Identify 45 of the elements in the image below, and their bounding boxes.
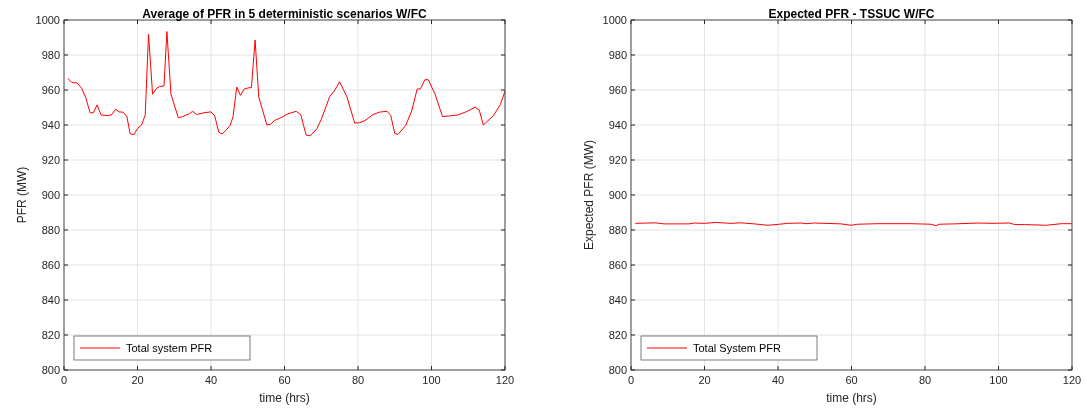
y-axis-title: PFR (MW) <box>15 166 29 224</box>
y-tick-label: 840 <box>608 293 627 306</box>
y-tick-label: 860 <box>41 258 60 271</box>
y-tick-label: 1000 <box>602 13 627 26</box>
x-tick-label: 60 <box>278 374 291 386</box>
chart-title: Average of PFR in 5 deterministic scenarios W/FC <box>142 7 427 21</box>
x-tick-label: 80 <box>351 374 365 386</box>
y-tick-label: 920 <box>608 153 627 166</box>
y-tick-label: 940 <box>608 118 627 131</box>
legend-label: Total System PFR <box>693 341 782 354</box>
x-tick-label: 0 <box>60 374 68 386</box>
y-tick-label: 840 <box>41 293 60 306</box>
y-tick-label: 1000 <box>35 13 60 26</box>
legend-label: Total system PFR <box>126 341 213 354</box>
y-tick-label: 960 <box>41 83 60 96</box>
y-tick-label: 820 <box>41 328 60 341</box>
x-tick-label: 20 <box>131 374 144 386</box>
line-series <box>67 31 505 137</box>
y-tick-label: 920 <box>41 153 60 166</box>
x-tick-label: 20 <box>698 374 711 386</box>
y-tick-label: 980 <box>41 48 60 61</box>
x-tick-label: 40 <box>771 374 785 386</box>
y-tick-label: 960 <box>608 83 627 96</box>
y-tick-label: 900 <box>41 188 60 201</box>
x-tick-label: 0 <box>627 374 635 386</box>
chart-title: Expected PFR - TSSUC W/FC <box>768 7 935 21</box>
y-tick-label: 800 <box>608 363 627 376</box>
x-tick-label: 120 <box>1062 374 1082 386</box>
x-tick-label: 40 <box>204 374 218 386</box>
x-tick-label: 60 <box>845 374 858 386</box>
y-tick-label: 880 <box>41 223 60 236</box>
y-tick-label: 940 <box>41 118 60 131</box>
x-axis-title: time (hrs) <box>826 391 877 405</box>
y-tick-label: 900 <box>608 188 627 201</box>
y-axis-title: Expected PFR (MW) <box>582 139 596 251</box>
x-axis-title: time (hrs) <box>259 391 310 405</box>
y-tick-label: 800 <box>41 363 60 376</box>
x-tick-label: 100 <box>422 374 441 386</box>
y-tick-label: 820 <box>608 328 627 341</box>
x-tick-label: 120 <box>495 374 515 386</box>
x-tick-label: 80 <box>918 374 932 386</box>
x-tick-label: 100 <box>989 374 1008 386</box>
y-tick-label: 980 <box>608 48 627 61</box>
y-tick-label: 860 <box>608 258 627 271</box>
y-tick-label: 880 <box>608 223 627 236</box>
